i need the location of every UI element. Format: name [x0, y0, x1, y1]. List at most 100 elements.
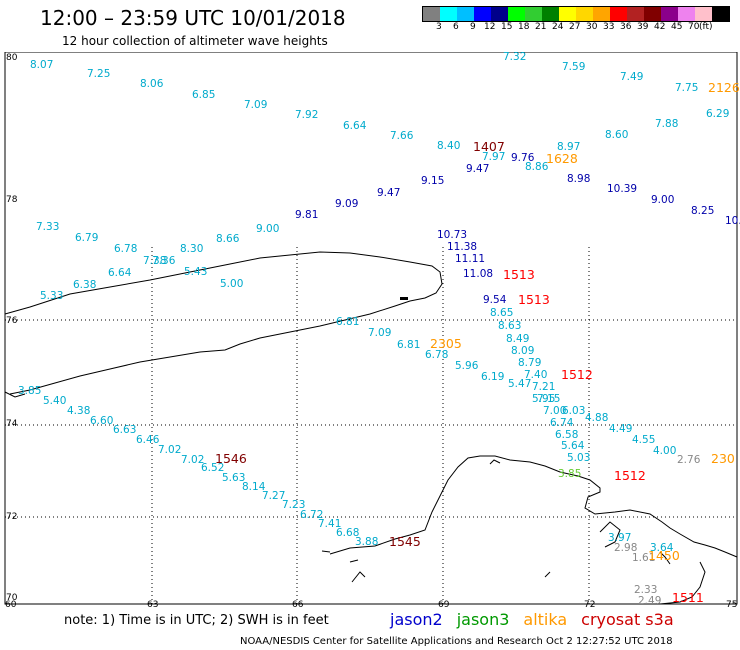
- wave-height-value: 5.95: [532, 393, 555, 405]
- wave-height-value: 5.47: [508, 378, 531, 390]
- colorbar-swatch: [576, 7, 593, 21]
- altimeter-map: 80 78 76 74 72 70 60 63 66 69 72 75 8.07…: [4, 52, 740, 608]
- svg-text:69: 69: [438, 600, 450, 608]
- wave-height-value: 9.54: [483, 294, 507, 306]
- wave-height-value: 2.33: [634, 584, 657, 596]
- pass-time-stamp: 1628: [546, 151, 578, 166]
- colorbar-swatch: [542, 7, 559, 21]
- pass-time-stamp: 1513: [503, 267, 535, 282]
- svg-text:63: 63: [147, 600, 158, 608]
- wave-height-value: 6.38: [73, 279, 96, 291]
- pass-time-stamp: 1512: [614, 468, 646, 483]
- wave-height-value: 7.09: [244, 99, 267, 111]
- pass-time-stamp: 1546: [215, 451, 247, 466]
- wave-height-value: 10.73: [437, 229, 467, 241]
- wave-height-value: 6.29: [706, 108, 729, 120]
- wave-height-value: 9.09: [335, 198, 358, 210]
- colorbar-label: 3: [436, 22, 442, 32]
- colorbar-swatch: [559, 7, 576, 21]
- wave-height-value: 7.02: [158, 444, 181, 456]
- legend-jason3: jason3: [456, 610, 510, 629]
- wave-height-value: 11.38: [447, 241, 477, 253]
- colorbar-label: 70: [688, 22, 700, 32]
- wave-height-value: 11.11: [455, 253, 485, 265]
- wave-height-value: 9.15: [421, 175, 444, 187]
- wave-height-value: 8.86: [525, 161, 549, 173]
- colorbar-swatch: [712, 7, 729, 21]
- wave-height-value: 8.09: [511, 345, 534, 357]
- wave-height-value: 6.81: [336, 316, 359, 328]
- colorbar-swatch: [610, 7, 627, 21]
- wave-height-value: 4.38: [67, 405, 90, 417]
- wave-height-value: 7.97: [482, 151, 505, 163]
- colorbar-swatch: [457, 7, 474, 21]
- wave-height-value: 3.85: [558, 468, 581, 480]
- legend-altika: altika: [523, 610, 568, 629]
- wave-height-value: 6.78: [114, 243, 137, 255]
- wave-height-value: 9.47: [466, 163, 489, 175]
- colorbar-label: 6: [453, 22, 459, 32]
- wave-height-value: 6.72: [300, 509, 323, 521]
- wave-height-value: 2.76: [677, 454, 701, 466]
- wave-height-value: 7.38: [143, 255, 166, 267]
- colorbar-swatch: [695, 7, 712, 21]
- wave-height-value: 5.03: [567, 452, 590, 464]
- map-subtitle: 12 hour collection of altimeter wave hei…: [62, 34, 328, 48]
- pass-time-stamp: 1545: [389, 534, 421, 549]
- wave-height-value: 3.88: [355, 536, 378, 548]
- wave-height-value: 8.79: [518, 357, 541, 369]
- satellite-legend: jason2 jason3 altika cryosat s3a: [390, 610, 688, 629]
- colorbar-swatch: [440, 7, 457, 21]
- wave-height-value: 8.30: [180, 243, 203, 255]
- note-text: note: 1) Time is in UTC; 2) SWH is in fe…: [64, 613, 329, 628]
- wave-height-value: 3.64: [650, 542, 674, 554]
- svg-text:74: 74: [6, 419, 18, 429]
- y-axis-labels: 80 78 76 74 72 70: [6, 53, 18, 603]
- svg-text:78: 78: [6, 195, 18, 205]
- wave-height-value: 5.43: [184, 266, 207, 278]
- wave-height-value: 8.60: [605, 129, 628, 141]
- wave-height-values: 8.07 7.25 8.06 6.85 7.09 7.92 6.64 7.66 8.40 7.32…: [18, 52, 740, 607]
- wave-height-value: 6.58: [555, 429, 578, 441]
- wave-height-value: 8.06: [140, 78, 164, 90]
- wave-height-value: 7.15: [537, 393, 560, 405]
- wave-height-value: 7.59: [562, 61, 585, 73]
- colorbar-label: 39: [637, 22, 649, 32]
- colorbar-label: 33: [603, 22, 615, 32]
- wave-height-value: 7.40: [524, 369, 547, 381]
- wave-height-value: 4.49: [609, 423, 632, 435]
- colorbar-swatch: [627, 7, 644, 21]
- svg-text:66: 66: [292, 600, 304, 608]
- wave-height-value: 6.81: [397, 339, 420, 351]
- wave-height-value: 8.65: [490, 307, 513, 319]
- pass-time-stamp: 1450: [648, 548, 680, 563]
- wave-height-value: 11.08: [463, 268, 493, 280]
- wave-height-value: 7.32: [503, 52, 526, 63]
- colorbar-label: 12: [484, 22, 496, 32]
- svg-text:72: 72: [6, 512, 17, 522]
- pass-time-stamp: 2305: [430, 336, 462, 351]
- wave-height-value: 2.98: [614, 542, 637, 554]
- wave-height-value: 7.75: [675, 82, 698, 94]
- colorbar-label: 15: [501, 22, 513, 32]
- wave-height-value: 6.68: [336, 527, 359, 539]
- colorbar-label: 42: [654, 22, 666, 32]
- wave-height-value: 2.49: [638, 595, 661, 607]
- wave-height-value: 8.25: [691, 205, 714, 217]
- wave-height-value: 6.46: [136, 434, 160, 446]
- colorbar-label: 45: [671, 22, 683, 32]
- pass-time-stamp: 1512: [561, 367, 593, 382]
- wave-height-value: 7.88: [655, 118, 678, 130]
- wave-height-value: 8.40: [437, 140, 460, 152]
- wave-height-value: 9.47: [377, 187, 400, 199]
- pass-time-stamp: 1511: [672, 590, 704, 605]
- wave-height-value: 6.85: [192, 89, 215, 101]
- wave-height-value: 7.02: [181, 454, 204, 466]
- wave-height-value: 8.98: [567, 173, 590, 185]
- colorbar-label: 30: [586, 22, 598, 32]
- wave-height-value: 7.00: [543, 405, 566, 417]
- colorbar-swatch: [661, 7, 678, 21]
- wave-height-value: 8.63: [498, 320, 521, 332]
- wave-height-value: 8.49: [506, 333, 529, 345]
- pass-time-stamp: 1513: [518, 292, 550, 307]
